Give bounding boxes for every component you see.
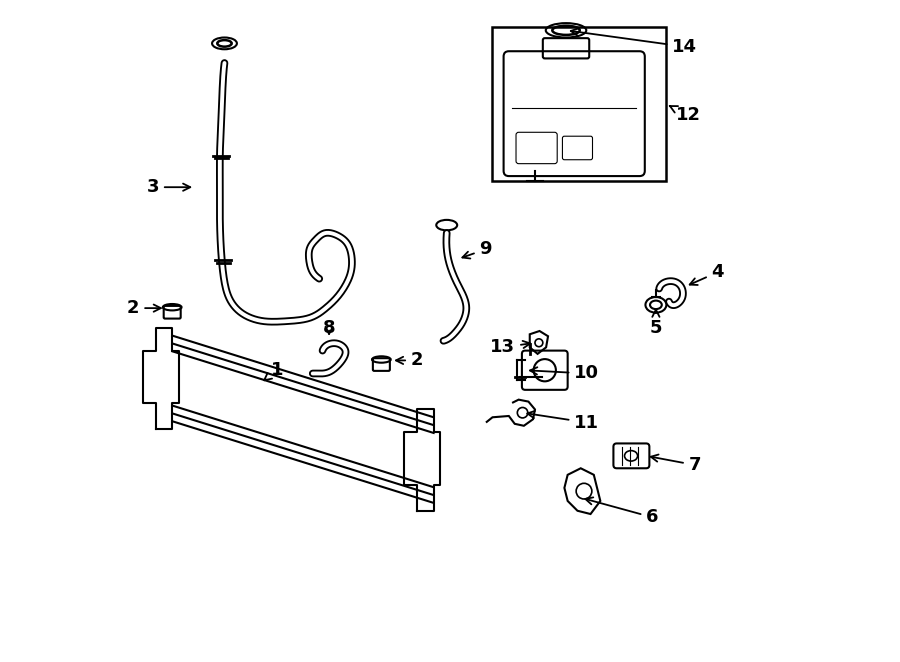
Bar [492, 27, 666, 181]
Text: 13: 13 [491, 338, 530, 356]
Text: 14: 14 [571, 28, 698, 56]
Text: 10: 10 [530, 365, 599, 383]
Text: 2: 2 [396, 352, 423, 369]
Text: 4: 4 [689, 263, 724, 285]
Text: 6: 6 [585, 497, 659, 526]
Text: 5: 5 [650, 310, 662, 337]
Text: 2: 2 [127, 299, 161, 317]
Text: 3: 3 [147, 178, 190, 196]
Text: 9: 9 [463, 240, 492, 258]
Text: 1: 1 [265, 361, 283, 380]
Text: 8: 8 [323, 318, 336, 337]
Text: 11: 11 [527, 411, 599, 432]
Text: 7: 7 [651, 455, 701, 474]
Text: 12: 12 [670, 106, 700, 124]
